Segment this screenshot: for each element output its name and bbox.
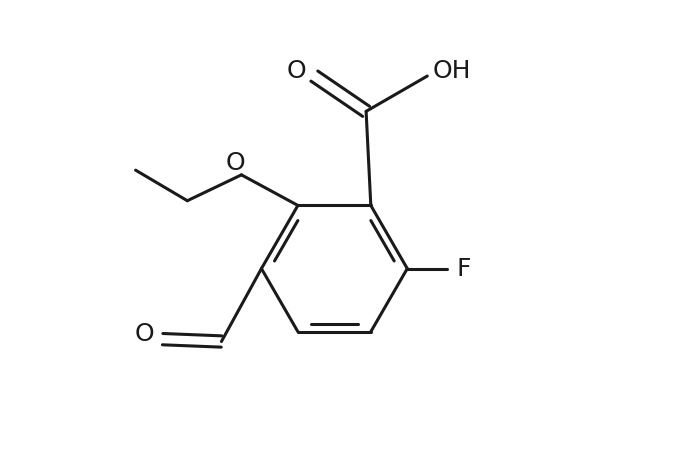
Text: F: F <box>456 257 471 280</box>
Text: O: O <box>226 151 245 175</box>
Text: O: O <box>135 322 154 347</box>
Text: O: O <box>287 60 306 83</box>
Text: OH: OH <box>432 60 471 83</box>
